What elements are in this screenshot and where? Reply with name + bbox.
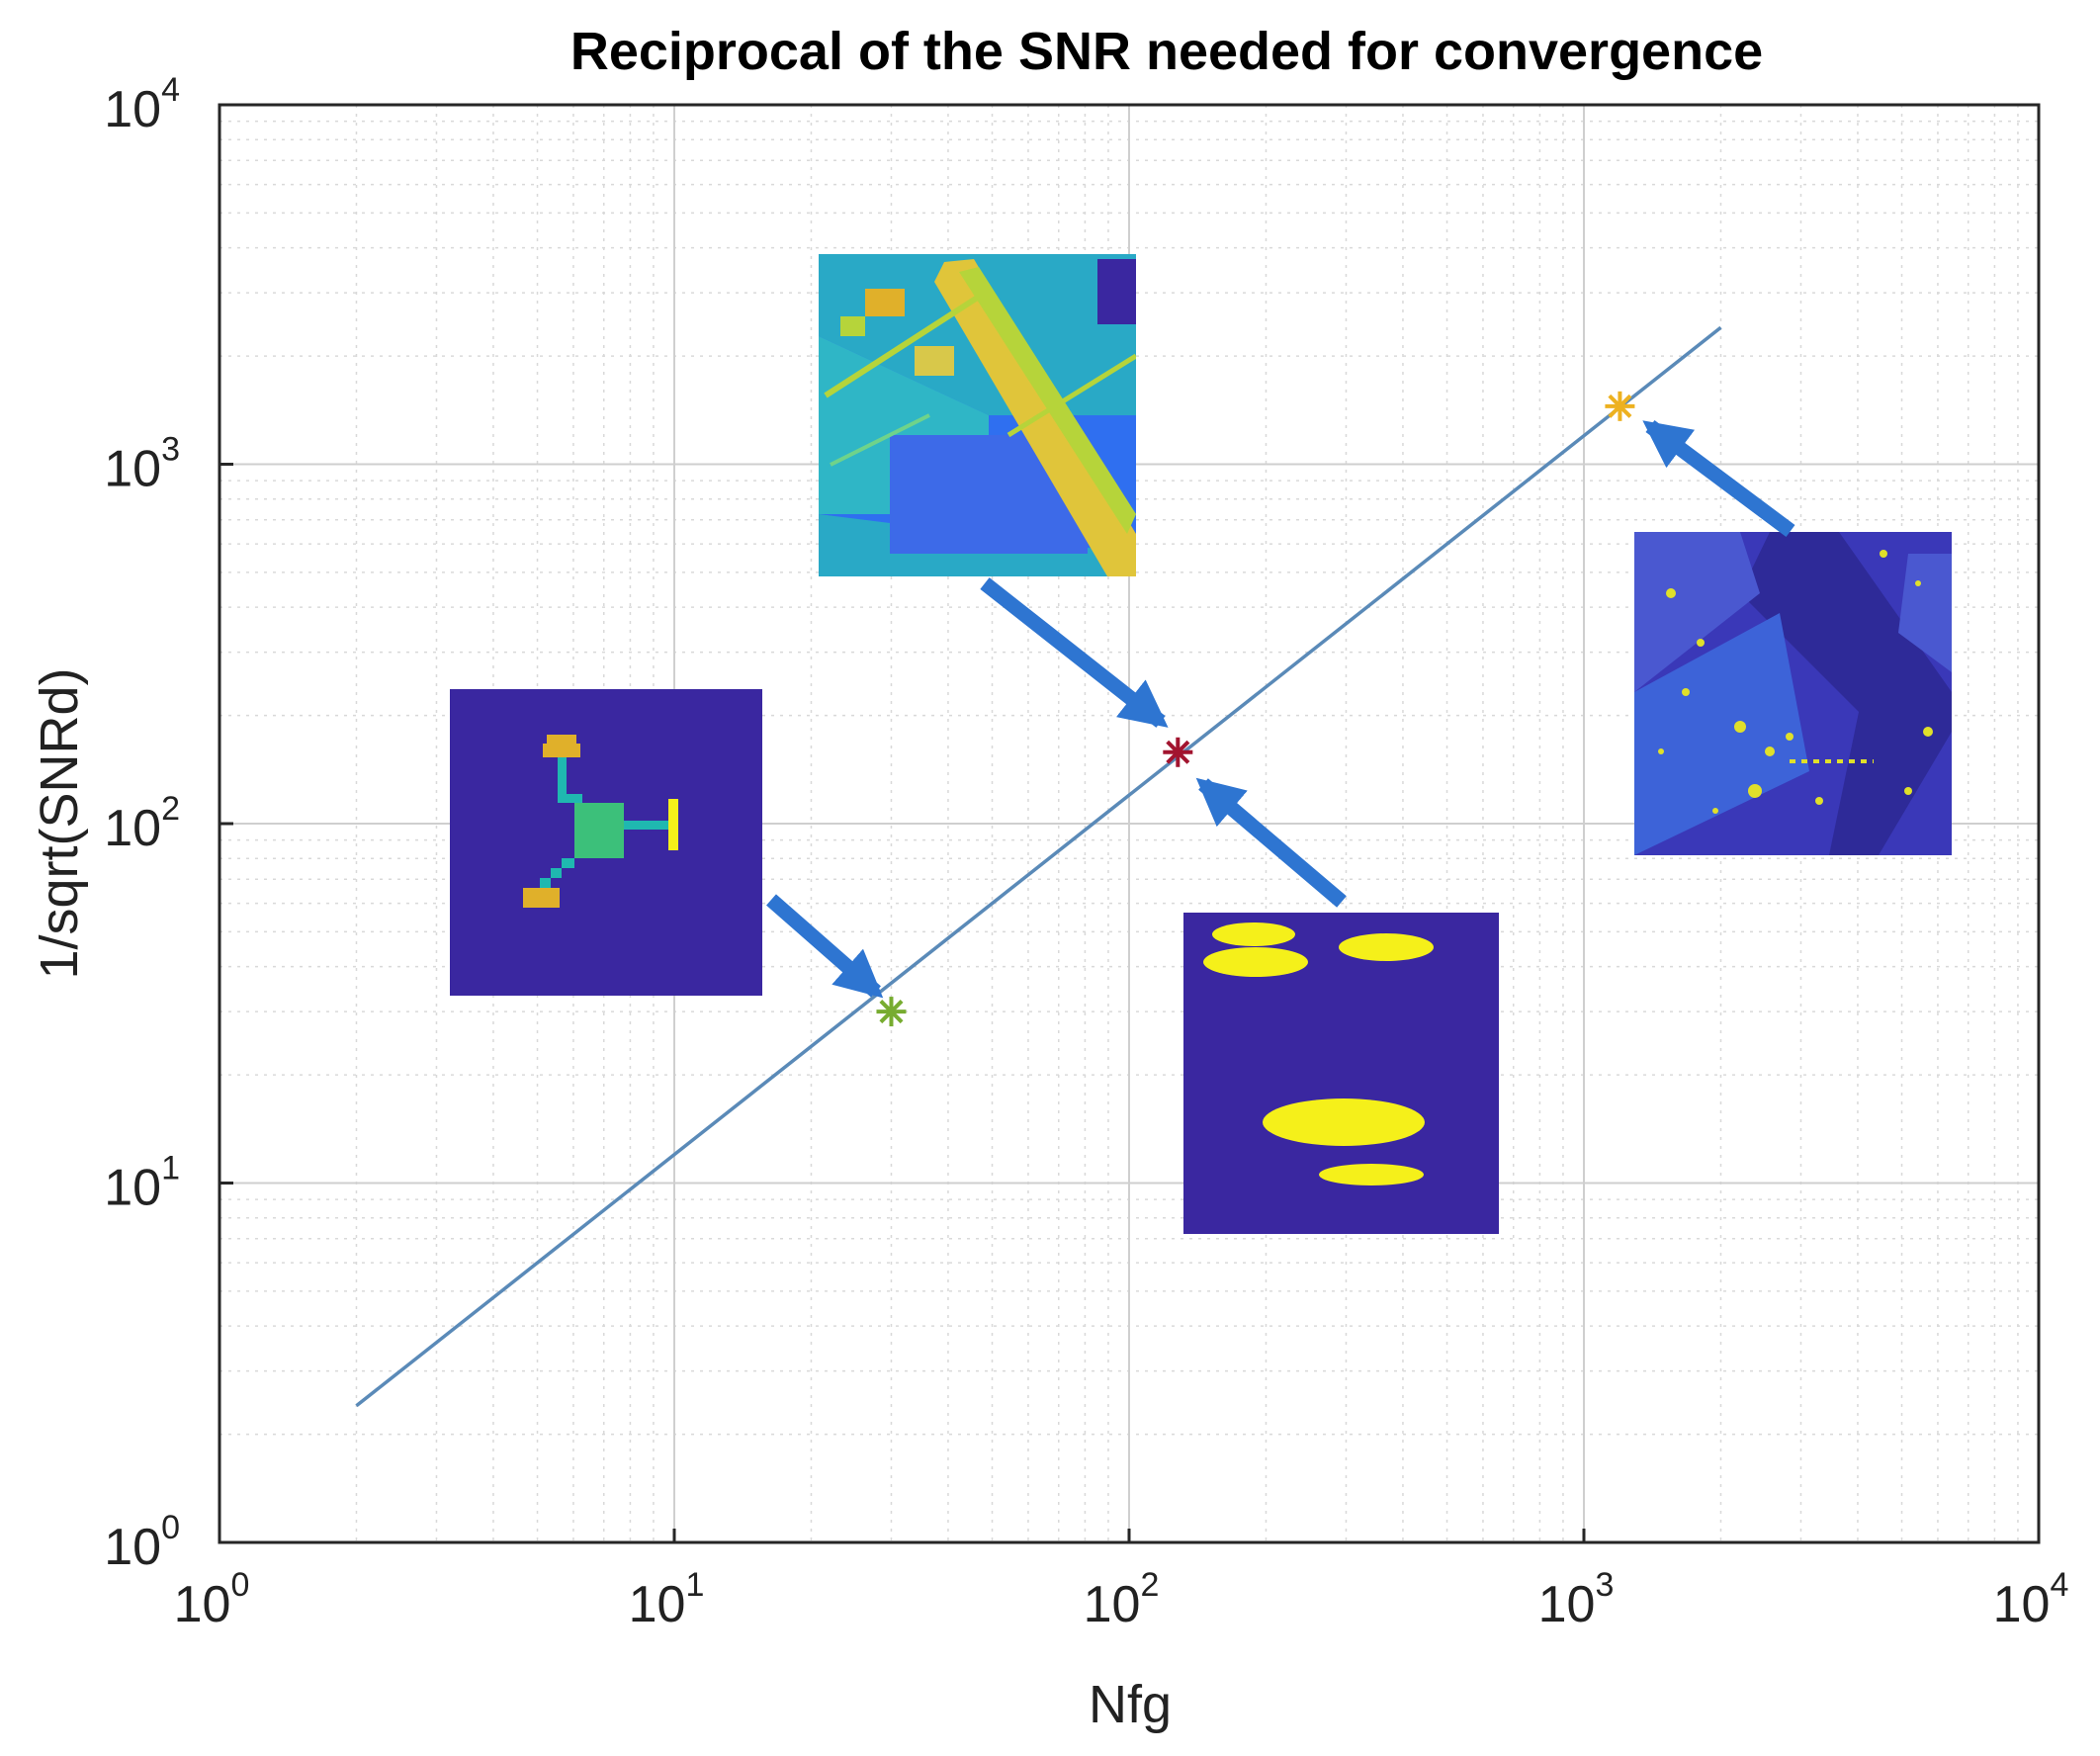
inset-blobs (1183, 913, 1499, 1234)
arrow-aerial-to-point-2 (980, 577, 1169, 728)
arrow-blobs-to-point-2 (1195, 777, 1347, 908)
inset-aerial-scene (819, 254, 1136, 576)
marker-layer (876, 391, 1635, 1027)
y-tick-label: 102 (104, 790, 180, 857)
x-axis-ticks: 100 101 102 103 104 (174, 1529, 2069, 1633)
x-tick-label: 104 (1993, 1566, 2069, 1633)
inset-pixel-cross (450, 689, 762, 996)
series-layer (355, 325, 1722, 1408)
y-tick-label: 100 (104, 1509, 180, 1576)
x-tick-label: 100 (174, 1566, 250, 1633)
arrow-to-point-1 (766, 894, 884, 999)
arrow-layer (766, 419, 1795, 999)
y-axis-label: 1/sqrt(SNRd) (30, 667, 89, 979)
series-line-fit (355, 325, 1722, 1408)
y-axis-ticks: 100 101 102 103 104 (104, 71, 233, 1576)
inset-dark-aerial (1634, 532, 1952, 855)
x-tick-label: 101 (629, 1566, 705, 1633)
arrow-to-point-3 (1642, 419, 1795, 538)
data-point-point-2 (1163, 737, 1193, 767)
x-axis-label: Nfg (1089, 1675, 1172, 1734)
x-tick-label: 102 (1084, 1566, 1160, 1633)
chart-title: Reciprocal of the SNR needed for converg… (570, 22, 1763, 81)
y-tick-label: 103 (104, 431, 180, 498)
y-tick-label: 101 (104, 1150, 180, 1217)
data-point-point-3 (1605, 391, 1635, 421)
data-point-point-1 (876, 997, 907, 1027)
y-tick-label: 104 (104, 71, 180, 138)
x-tick-label: 103 (1538, 1566, 1615, 1633)
